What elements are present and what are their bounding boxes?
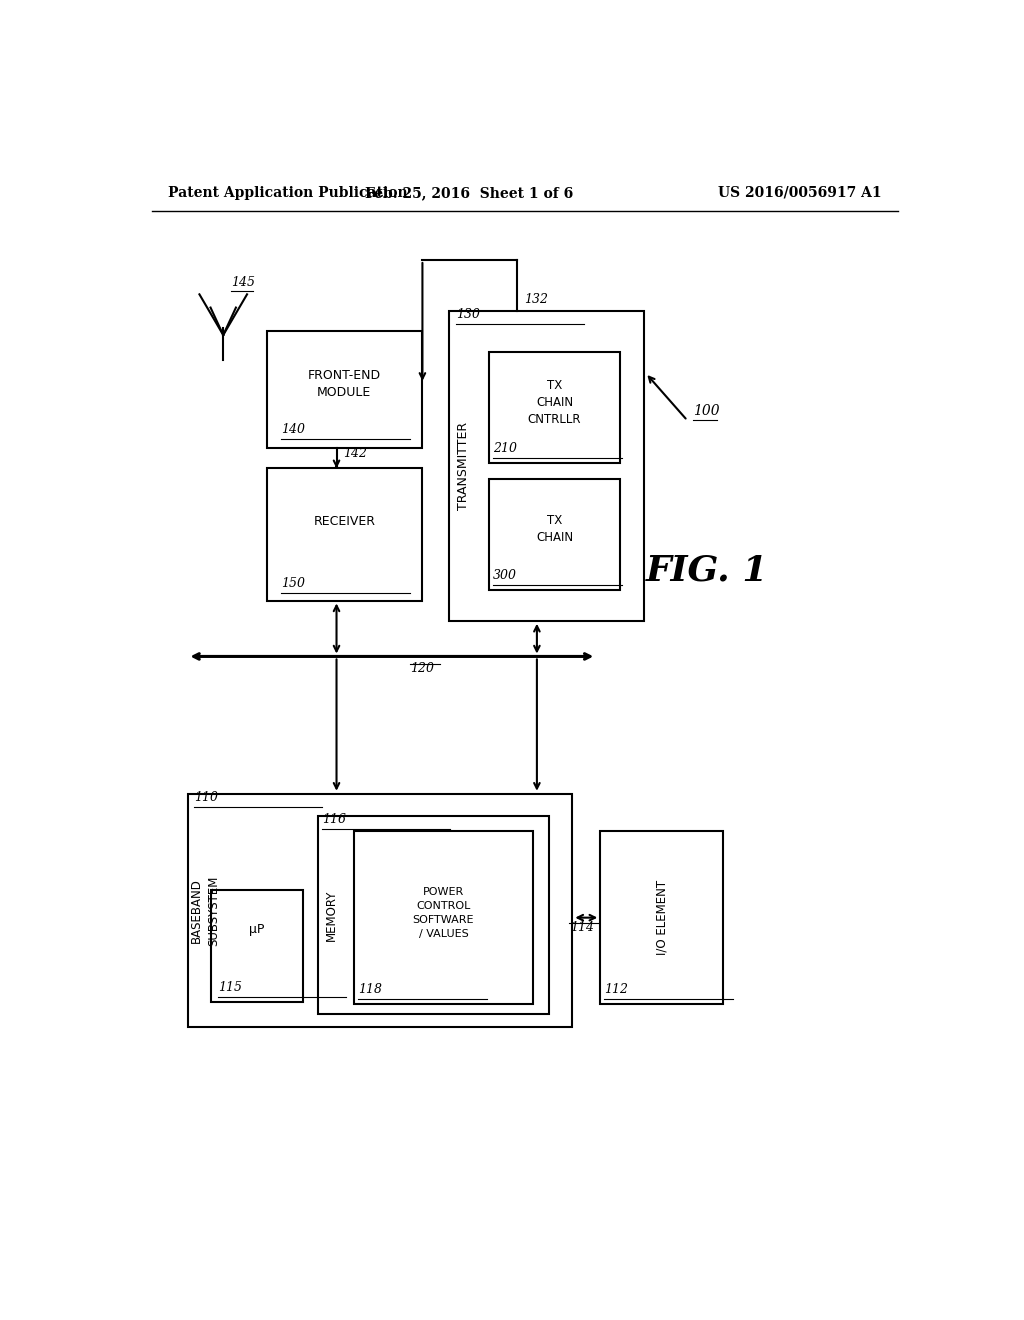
Bar — [211, 890, 303, 1002]
Text: 150: 150 — [282, 577, 305, 590]
Text: BASEBAND
SUBSYSTEM: BASEBAND SUBSYSTEM — [190, 875, 220, 945]
Text: POWER
CONTROL
SOFTWARE
/ VALUES: POWER CONTROL SOFTWARE / VALUES — [413, 887, 474, 939]
Text: 118: 118 — [358, 983, 382, 995]
Text: 112: 112 — [604, 983, 628, 995]
Text: TX
CHAIN: TX CHAIN — [536, 515, 573, 544]
Bar — [600, 832, 723, 1005]
Text: Feb. 25, 2016  Sheet 1 of 6: Feb. 25, 2016 Sheet 1 of 6 — [366, 186, 573, 199]
Text: Patent Application Publication: Patent Application Publication — [168, 186, 408, 199]
Text: 140: 140 — [282, 422, 305, 436]
Bar — [489, 351, 621, 463]
Text: 114: 114 — [570, 921, 594, 933]
Text: 100: 100 — [693, 404, 720, 417]
Text: MEMORY: MEMORY — [325, 890, 338, 941]
Text: 132: 132 — [524, 293, 548, 306]
Bar — [354, 832, 532, 1005]
Bar — [489, 479, 621, 590]
Text: 115: 115 — [218, 981, 242, 994]
Text: TRANSMITTER: TRANSMITTER — [457, 422, 470, 510]
Text: 142: 142 — [343, 446, 367, 459]
Text: FIG. 1: FIG. 1 — [646, 553, 769, 587]
Text: TX
CHAIN
CNTRLLR: TX CHAIN CNTRLLR — [527, 379, 582, 426]
Text: 120: 120 — [410, 661, 434, 675]
Text: RECEIVER: RECEIVER — [313, 515, 375, 528]
Text: 110: 110 — [194, 791, 218, 804]
Text: μP: μP — [249, 923, 264, 936]
Text: I/O ELEMENT: I/O ELEMENT — [655, 880, 669, 956]
Text: FRONT-END
MODULE: FRONT-END MODULE — [307, 368, 381, 399]
Bar — [318, 816, 549, 1014]
Bar — [267, 331, 422, 447]
Bar — [187, 793, 572, 1027]
Text: 130: 130 — [456, 308, 480, 321]
Bar — [267, 469, 422, 601]
Text: US 2016/0056917 A1: US 2016/0056917 A1 — [718, 186, 882, 199]
Bar — [450, 312, 644, 620]
Text: 300: 300 — [494, 569, 517, 582]
Text: 116: 116 — [322, 813, 346, 826]
Text: 145: 145 — [231, 276, 255, 289]
Text: 210: 210 — [494, 442, 517, 455]
